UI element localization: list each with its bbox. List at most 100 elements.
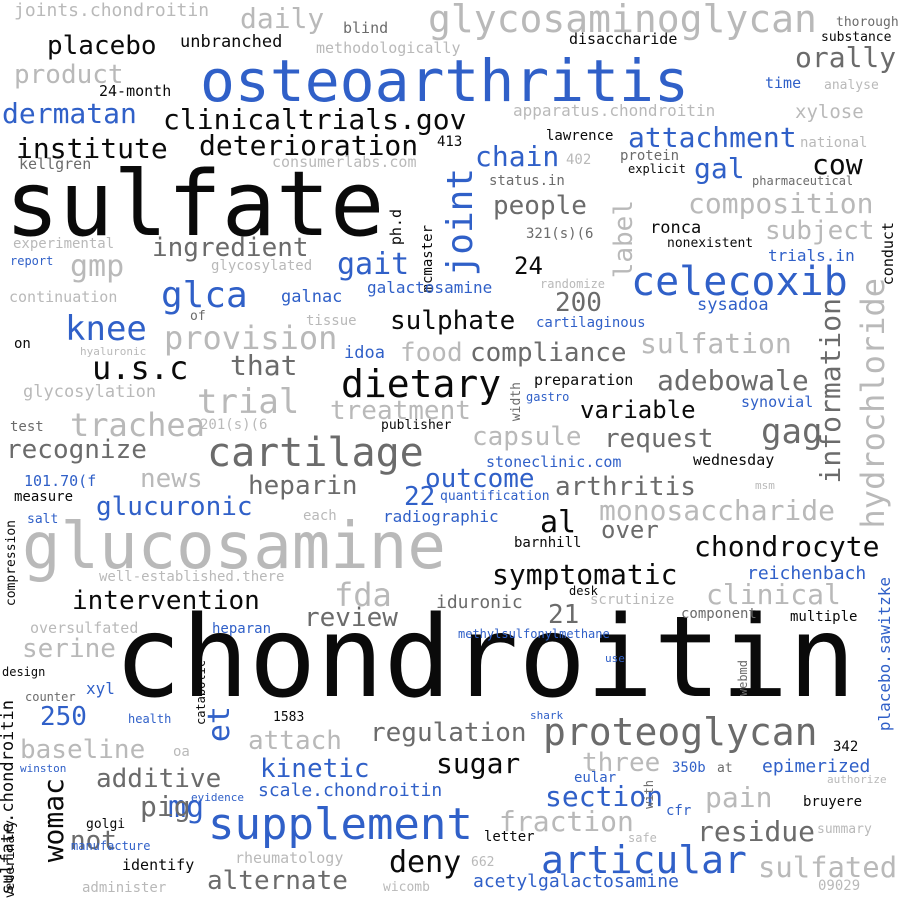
word-label: label xyxy=(609,200,639,279)
word-gag: gag xyxy=(761,412,823,452)
word-clinicaltrialsgov: clinicaltrials.gov xyxy=(163,103,467,136)
word-cartilage: cartilage xyxy=(207,430,424,476)
word-symptomatic: symptomatic xyxy=(492,558,678,591)
word-alternate: alternate xyxy=(207,866,348,896)
word-pig: pig xyxy=(140,790,191,823)
word-desk: desk xyxy=(569,584,598,598)
word-with: with xyxy=(642,780,656,809)
word-oversulfated: oversulfated xyxy=(30,619,139,637)
word-synovial: synovial xyxy=(741,393,814,411)
word-sysadoa: sysadoa xyxy=(697,295,769,315)
word-disaccharide: disaccharide xyxy=(569,30,678,48)
word-veterinary: veterinary xyxy=(3,820,18,899)
word-ronca: ronca xyxy=(650,218,702,238)
word-radiographic: radiographic xyxy=(383,507,499,526)
word-reichenbach: reichenbach xyxy=(747,563,867,584)
word-preparation: preparation xyxy=(534,371,634,389)
word-200: 200 xyxy=(555,288,602,318)
word-413: 413 xyxy=(437,134,463,150)
word-idoa: idoa xyxy=(344,343,385,363)
word-treatment: treatment xyxy=(330,396,471,426)
word-daily: daily xyxy=(240,2,325,35)
word-sulfation: sulfation xyxy=(640,327,792,360)
word-cartilaginous: cartilaginous xyxy=(536,315,646,331)
word-chondroitin: chondroitin xyxy=(114,593,856,723)
word-chondrocyte: chondrocyte xyxy=(694,530,880,563)
word-on: on xyxy=(14,336,31,352)
word-thorough: thorough xyxy=(836,15,899,30)
word-counter: counter xyxy=(25,690,76,704)
word-iduronic: iduronic xyxy=(436,592,523,613)
word-over: over xyxy=(601,516,659,544)
word-lawrence: lawrence xyxy=(546,128,614,144)
word-letter: letter xyxy=(484,829,535,845)
word-administer: administer xyxy=(82,880,167,896)
word-scrutinize: scrutinize xyxy=(590,592,675,608)
word-authorize: authorize xyxy=(827,773,887,786)
word-placebo: placebo xyxy=(47,31,157,61)
word-report: report xyxy=(10,254,54,268)
word-msm: msm xyxy=(755,479,775,492)
word-pain: pain xyxy=(705,781,773,814)
word-galactosamine: galactosamine xyxy=(367,278,493,297)
word-fda: fda xyxy=(334,576,392,614)
word-safe: safe xyxy=(628,831,657,845)
word-250: 250 xyxy=(40,702,87,732)
word-information: information xyxy=(814,298,847,484)
word-epimerized: epimerized xyxy=(762,756,871,777)
word-variable: variable xyxy=(580,396,696,424)
word-outcome: outcome xyxy=(425,464,535,494)
word-people: people xyxy=(493,191,587,221)
word-orally: orally xyxy=(795,41,897,74)
word-continuation: continuation xyxy=(9,288,118,306)
word-consumerlabs-com: consumerlabs.com xyxy=(272,153,417,171)
word-acetylgalactosamine: acetylgalactosamine xyxy=(473,871,679,892)
word-each: each xyxy=(303,508,337,524)
word-dietary: dietary xyxy=(341,362,502,406)
word-product: product xyxy=(14,60,124,90)
word-21: 21 xyxy=(548,600,580,630)
word-ingredient: ingredient xyxy=(152,233,309,263)
word-adebowale: adebowale xyxy=(657,364,809,397)
word-xyl: xyl xyxy=(86,679,115,698)
word-food: food xyxy=(400,338,463,368)
word-randomize: randomize xyxy=(540,277,606,291)
word-golgi: golgi xyxy=(86,817,126,832)
word-substance: substance xyxy=(821,30,892,45)
word-cow: cow xyxy=(812,148,863,181)
word-gmp: gmp xyxy=(70,249,125,284)
word-10170f: 101.70(f xyxy=(24,472,97,490)
word-al: al xyxy=(540,505,577,540)
word-methodologically: methodologically xyxy=(316,39,461,57)
word-rheumatology: rheumatology xyxy=(235,849,344,867)
word-350b: 350b xyxy=(672,760,706,776)
word-tissue: tissue xyxy=(306,313,357,329)
word-barnhill: barnhill xyxy=(514,535,582,551)
word-conduct: conduct xyxy=(879,222,897,286)
word-womac: womac xyxy=(37,778,70,863)
word-joints-chondroitin: joints.chondroitin xyxy=(14,0,210,21)
word-well-established: well-established.there xyxy=(99,569,285,585)
word-section: section xyxy=(545,780,664,813)
word-kellgren: kellgren xyxy=(19,155,92,173)
word-institute: institute xyxy=(16,132,168,165)
word-experimental: experimental xyxy=(13,236,115,252)
word-galnac: galnac xyxy=(281,287,343,307)
word-clinical: clinical xyxy=(706,578,841,611)
word-glycosaminoglycan: glycosaminoglycan xyxy=(428,0,817,41)
word-additive: additive xyxy=(96,764,222,794)
word-status-in: status.in xyxy=(489,173,565,189)
word-cfr: cfr xyxy=(666,803,692,819)
word-serine: serine xyxy=(22,634,116,664)
word-of: of xyxy=(190,309,206,324)
word-measure: measure xyxy=(14,489,74,505)
word-glca: glca xyxy=(161,275,248,316)
word-24-month: 24-month xyxy=(99,82,172,100)
word-analyse: analyse xyxy=(824,78,879,93)
word-unbranched: unbranched xyxy=(180,32,283,52)
word-monosaccharide: monosaccharide xyxy=(599,494,836,527)
word-chain: chain xyxy=(475,140,560,173)
word-sugar: sugar xyxy=(436,747,521,780)
word-at: at xyxy=(717,761,733,776)
word-quantification: quantification xyxy=(440,489,550,504)
